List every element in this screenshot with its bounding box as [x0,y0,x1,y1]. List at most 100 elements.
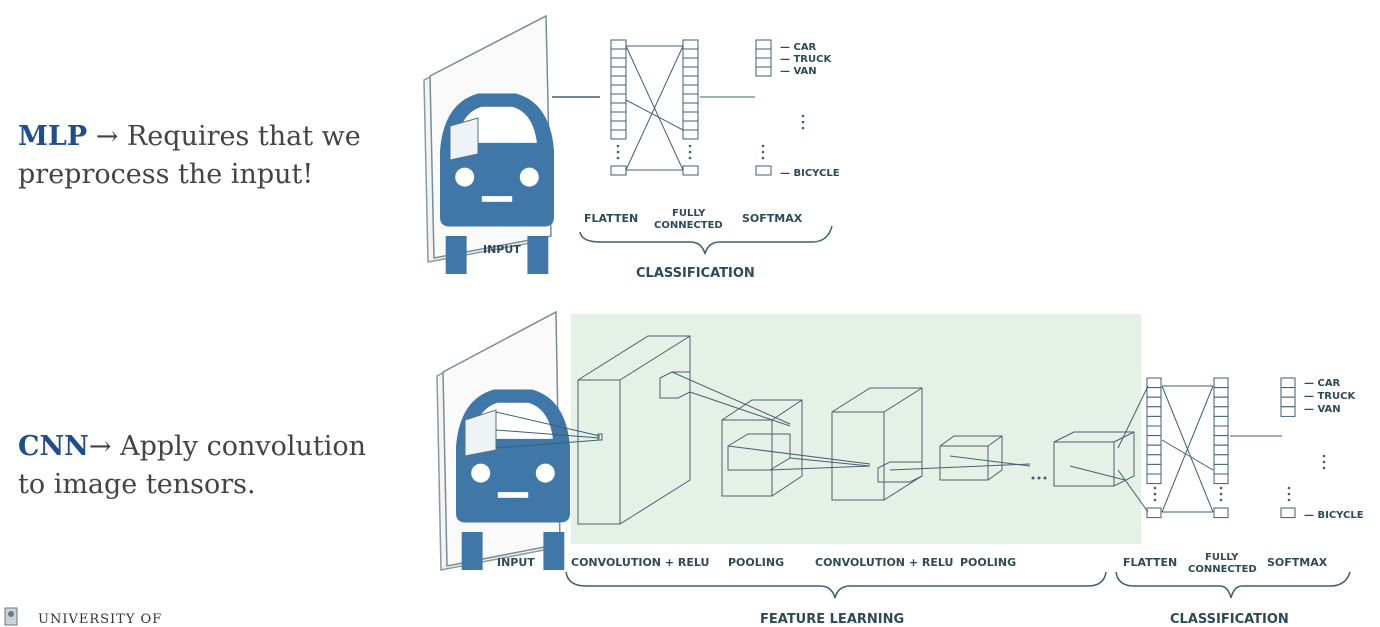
neuron-cell [1213,454,1229,465]
neuron-cell [1146,415,1162,427]
neuron-cell [1280,377,1296,389]
pool2-label: POOLING [960,556,1016,569]
mlp-keyword: MLP [18,121,88,152]
neuron-cell [610,84,627,95]
neuron-cell [610,93,627,104]
neuron-cell [1213,425,1229,437]
neuron-cell [755,57,772,68]
neuron-cell [610,75,627,86]
neuron-cell [1213,444,1229,456]
neuron-cell [1213,377,1229,389]
neuron-cell [755,39,772,50]
neuron-cell [610,120,627,131]
conv1-label: CONVOLUTION + RELU [571,556,709,569]
bottom-connected-label: CONNECTED [1188,564,1257,575]
classification-brace [1115,571,1351,599]
top-connected-label: CONNECTED [654,220,723,231]
neuron-cell [610,66,627,77]
top-class-van: — VAN [780,66,817,77]
mlp-text-line2: preprocess the input! [18,159,314,190]
top-flatten-label: FLATTEN [584,212,638,225]
neuron-cell [682,75,699,86]
cnn-keyword: CNN [18,431,89,462]
neuron-cell [682,129,699,140]
top-class-truck: — TRUCK [780,54,832,65]
neuron-cell [682,48,699,59]
cnn-text-line2: to image tensors. [18,469,256,500]
bottom-class-bicycle: — BICYCLE [1304,510,1364,521]
neuron-cell [755,66,772,77]
bottom-flatten-column [1146,377,1162,519]
feature-maps [577,335,1135,525]
neuron-cell [1213,387,1229,398]
neuron-cell [1213,406,1229,417]
neuron-cell [1146,473,1162,485]
neuron-cell [682,102,699,113]
top-fully-label: FULLY [672,208,706,219]
feature-learning-label: FEATURE LEARNING [760,612,904,627]
neuron-cell [1146,377,1162,389]
neuron-cell [1146,454,1162,465]
bottom-input-label: INPUT [497,556,535,569]
feature-learning-area [571,314,1141,544]
neuron-cell [755,48,772,59]
bottom-connections [1117,385,1282,513]
bottom-softmax-column [1280,377,1296,519]
top-connections [625,45,755,171]
conv2-label: CONVOLUTION + RELU [815,556,953,569]
top-class-bicycle: — BICYCLE [780,168,840,179]
neuron-cell [682,120,699,131]
footer-logo: UNIVERSITY OF [0,606,200,627]
bottom-softmax-label: SOFTMAX [1267,556,1328,569]
cnn-diagram: — CAR — TRUCK — VAN — BICYCLE INPUT CONV… [436,310,1364,627]
mlp-text-line1: → Requires that we [87,121,361,152]
bottom-fully-connected-column [1213,377,1229,519]
neuron-cell-last [755,165,772,176]
bottom-class-van: — VAN [1304,404,1341,415]
convolution-rays [671,371,1126,481]
bottom-class-truck: — TRUCK [1304,391,1356,402]
pool1-label: POOLING [728,556,784,569]
neuron-cell-last [682,165,699,176]
neuron-cell [610,48,627,59]
neuron-cell [610,111,627,122]
neuron-cell [1213,473,1229,485]
neuron-cell [1280,406,1296,417]
neuron-cell [682,57,699,68]
university-name: UNIVERSITY OF [38,612,163,627]
neuron-cell-last [610,165,627,176]
neuron-cell-last [1146,507,1162,519]
cnn-text-line1: → Apply convolution [88,431,367,462]
bottom-class-car: — CAR [1304,378,1341,389]
top-input-label: INPUT [483,243,521,256]
neuron-cell [610,39,627,50]
neuron-cell [1146,396,1162,408]
neuron-cell [682,66,699,77]
neuron-cell [1213,463,1229,475]
bottom-flatten-label: FLATTEN [1123,556,1177,569]
bottom-classification-label: CLASSIFICATION [1170,612,1289,627]
bottom-ellipsis-dots [1153,454,1326,502]
neuron-cell [1146,387,1162,398]
neuron-cell [1213,415,1229,427]
neuron-cell-last [1280,507,1296,519]
top-ellipsis-dots [616,114,805,160]
bottom-input-image [436,310,603,571]
top-input-image [423,14,554,274]
neuron-cell [682,84,699,95]
neuron-cell [1146,435,1162,446]
neuron-cell [610,129,627,140]
top-softmax-column [755,39,772,176]
neuron-cell [682,39,699,50]
top-brace [579,225,833,255]
neuron-cell [1280,387,1296,398]
neuron-cell [1213,396,1229,408]
neuron-cell [1146,425,1162,437]
neuron-cell [1146,444,1162,456]
mlp-description: MLP → Requires that we preprocess the in… [18,118,361,194]
neuron-cell [682,111,699,122]
neuron-cell [610,57,627,68]
neuron-cell [1280,396,1296,408]
top-softmax-label: SOFTMAX [742,212,803,225]
